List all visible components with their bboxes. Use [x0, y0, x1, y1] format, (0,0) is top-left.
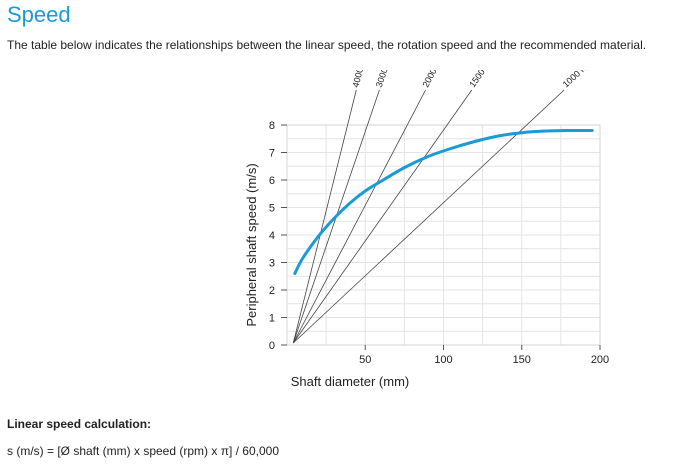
x-axis-label: Shaft diameter (mm): [291, 374, 409, 389]
calc-formula: s (m/s) = [Ø shaft (mm) x speed (rpm) x …: [7, 444, 280, 458]
y-axis-label: Peripheral shaft speed (m/s): [244, 163, 259, 326]
x-axis: 50 100 150 200: [359, 345, 609, 366]
y-tick-label: 1: [269, 313, 275, 325]
y-tick-label: 2: [269, 285, 275, 297]
x-tick-label: 200: [591, 354, 609, 366]
y-tick-label: 4: [269, 230, 275, 242]
y-tick-label: 6: [269, 175, 275, 187]
x-tick-label: 50: [359, 354, 371, 366]
y-axis: 0 1 2 3 4 5 6 7 8: [269, 120, 287, 352]
y-tick-label: 3: [269, 258, 275, 270]
grid: [286, 124, 601, 346]
x-tick-label: 150: [513, 354, 531, 366]
speed-curve: [293, 128, 594, 275]
y-tick-label: 5: [269, 203, 275, 215]
page-title: Speed: [7, 2, 71, 27]
speed-curve-group: [293, 128, 594, 275]
rpm-line: [292, 89, 426, 344]
rpm-labels: 4000 r.p.m3000 r.p.m 2000 r.p.m 1500 r.p.m…: [351, 70, 599, 89]
rpm-label: 4000 r.p.m: [351, 70, 371, 88]
x-tick-label: 100: [434, 354, 452, 366]
y-tick-label: 8: [269, 120, 275, 132]
rpm-line: [292, 89, 473, 344]
speed-chart: 4000 r.p.m3000 r.p.m 2000 r.p.m 1500 r.p.m…: [244, 70, 609, 389]
rpm-label: 3000 r.p.m: [374, 70, 397, 89]
rpm-label: 1000 r.p.m: [561, 70, 599, 89]
intro-text: The table below indicates the relationsh…: [7, 38, 647, 52]
y-tick-label: 0: [269, 340, 275, 352]
rpm-line: [292, 89, 357, 344]
calc-title: Linear speed calculation:: [7, 417, 152, 431]
rpm-label: 2000 r.p.m: [420, 70, 449, 89]
rpm-label: 1500 r.p.m: [467, 70, 500, 89]
y-tick-label: 7: [269, 148, 275, 160]
